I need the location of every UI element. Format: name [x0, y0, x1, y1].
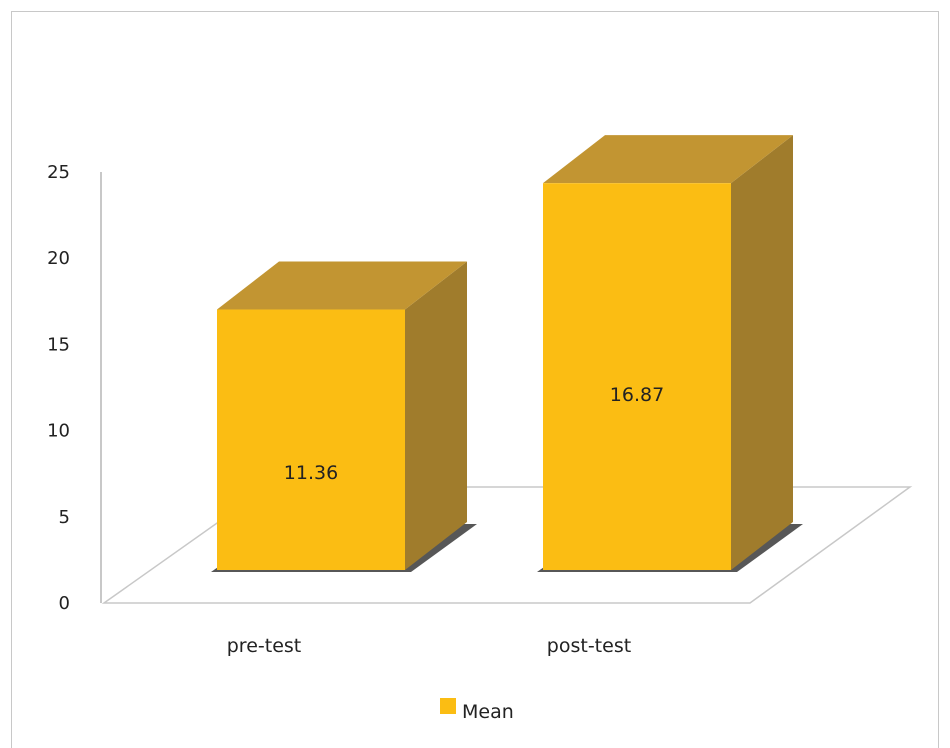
label-layer: 11.36 16.87 pre-test post-test	[227, 384, 664, 657]
y-tick-label: 20	[47, 248, 70, 269]
bar-pre-test	[211, 261, 477, 572]
y-tick-label: 25	[47, 162, 70, 183]
x-category-label: post-test	[547, 635, 631, 657]
legend-label: Mean	[462, 701, 514, 723]
legend-swatch	[440, 698, 456, 714]
bar-top-face	[543, 135, 793, 184]
bar-post-test	[537, 135, 803, 572]
bar-front-face	[543, 183, 731, 571]
bar-side-face	[731, 135, 793, 571]
y-tick-label: 0	[59, 593, 70, 614]
data-label: 16.87	[610, 384, 664, 406]
bar-top-face	[217, 261, 467, 310]
bar-side-face	[405, 261, 467, 570]
axis-layer: 0 5 10 15 20 25	[47, 162, 102, 614]
x-category-label: pre-test	[227, 635, 302, 657]
data-label: 11.36	[284, 462, 338, 484]
bar-front-face	[217, 309, 405, 570]
bar-layer	[211, 135, 803, 572]
y-tick-label: 10	[47, 421, 70, 442]
y-tick-label: 15	[47, 334, 70, 355]
y-tick-label: 5	[59, 507, 70, 528]
legend: Mean	[440, 698, 514, 723]
